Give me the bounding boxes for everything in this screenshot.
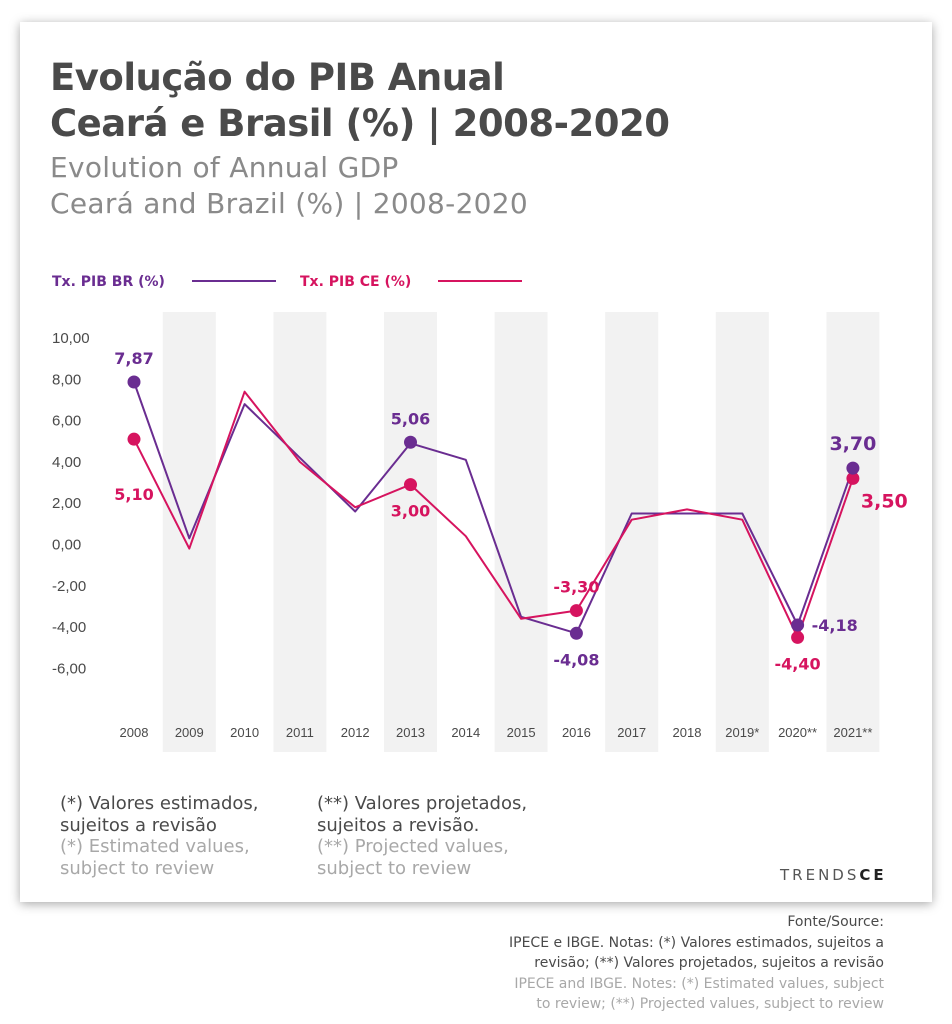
data-label-ce: 5,10 xyxy=(114,485,153,504)
note-projected-pt-1: (**) Valores projetados, xyxy=(317,793,528,814)
note-projected-pt-2: sujeitos a revisão. xyxy=(317,814,480,836)
chart-subtitle-line-2: Ceará and Brazil (%) | 2008-2020 xyxy=(50,187,529,220)
chart-subtitle-line-1: Evolution of Annual GDP xyxy=(50,151,399,184)
x-tick-label: 2015 xyxy=(507,725,536,740)
y-tick-label: -2,00 xyxy=(52,578,86,595)
y-tick-label: -6,00 xyxy=(52,660,86,677)
data-label-br: -4,08 xyxy=(553,650,599,669)
legend-label-ce: Tx. PIB CE (%) xyxy=(300,274,411,290)
x-tick-label: 2020** xyxy=(778,725,817,740)
note-projected-en-2: subject to review xyxy=(317,857,472,879)
series-markers: 7,87 5,06 -4,08 -4,18 3,70 5,10 3,00 -3,30 -4,40… xyxy=(114,349,908,673)
x-tick-label: 2021** xyxy=(833,725,872,740)
chart-title-line-2: Ceará e Brasil (%) | 2008-2020 xyxy=(50,102,670,145)
note-estimated-pt-1: (*) Valores estimados, xyxy=(60,793,259,814)
x-tick-label: 2012 xyxy=(341,725,370,740)
x-tick-label: 2011 xyxy=(286,725,314,740)
source-en-2: to review; (**) Projected values, subjec… xyxy=(536,996,884,1012)
line-chart: 10,00 8,00 6,00 4,00 2,00 0,00 -2,00 -4,00 -6,00… xyxy=(52,274,908,752)
marker-ce xyxy=(569,604,583,618)
x-tick-label: 2010 xyxy=(230,725,259,740)
y-tick-label: 2,00 xyxy=(52,495,81,512)
marker-br xyxy=(404,435,417,449)
column-shade xyxy=(162,312,216,752)
marker-ce xyxy=(404,478,417,492)
data-label-ce: -3,30 xyxy=(553,578,599,597)
source-note: Fonte/Source: IPECE e IBGE. Notas: (*) V… xyxy=(509,912,884,1015)
source-en-1: IPECE and IBGE. Notes: (*) Estimated val… xyxy=(514,975,884,992)
y-tick-label: -4,00 xyxy=(52,619,86,636)
y-tick-label: 10,00 xyxy=(52,330,90,347)
column-shading xyxy=(162,312,880,752)
data-label-ce: 3,50 xyxy=(861,490,908,512)
note-projected-en-1: (**) Projected values, xyxy=(317,836,509,857)
source-pt-1: IPECE e IBGE. Notas: (*) Valores estimad… xyxy=(509,934,884,951)
marker-br xyxy=(127,375,141,389)
marker-ce xyxy=(127,432,141,446)
note-estimated-en-2: subject to review xyxy=(60,857,215,879)
logo-text-ce: CE xyxy=(859,866,887,884)
column-shade xyxy=(273,312,327,752)
note-estimated-pt-2: sujeitos a revisão xyxy=(60,814,217,836)
data-label-br: 3,70 xyxy=(829,433,876,455)
axes: 10,00 8,00 6,00 4,00 2,00 0,00 -2,00 -4,00 -6,00… xyxy=(52,330,872,740)
legend-label-br: Tx. PIB BR (%) xyxy=(52,274,165,290)
data-label-br: -4,18 xyxy=(812,616,858,635)
chart-title: Evolução do PIB Anual Ceará e Brasil (%)… xyxy=(50,55,670,147)
legend: Tx. PIB BR (%) Tx. PIB CE (%) xyxy=(52,274,522,290)
marker-br xyxy=(846,461,860,475)
column-shade xyxy=(494,312,548,752)
source-label: Fonte/Source: xyxy=(787,914,884,930)
marker-ce xyxy=(846,471,860,485)
marker-br xyxy=(569,626,583,640)
y-tick-label: 8,00 xyxy=(52,371,81,388)
x-tick-label: 2013 xyxy=(396,725,425,740)
x-tick-label: 2016 xyxy=(562,725,591,740)
marker-ce xyxy=(791,630,805,644)
chart-subtitle: Evolution of Annual GDP Ceará and Brazil… xyxy=(50,150,528,222)
trendsce-logo: TRENDSCE xyxy=(780,866,887,884)
note-estimated: (*) Valores estimados, sujeitos a revisã… xyxy=(60,793,259,879)
x-tick-label: 2014 xyxy=(451,725,480,740)
data-label-br: 5,06 xyxy=(391,409,430,428)
column-shade xyxy=(605,312,659,752)
chart-title-line-1: Evolução do PIB Anual xyxy=(50,56,505,99)
marker-br xyxy=(791,618,805,632)
series-line-br xyxy=(133,381,854,635)
data-label-br: 7,87 xyxy=(114,349,153,368)
y-tick-label: 0,00 xyxy=(52,537,81,554)
x-tick-label: 2008 xyxy=(120,725,149,740)
data-label-ce: 3,00 xyxy=(391,502,430,521)
y-tick-label: 4,00 xyxy=(52,454,81,471)
column-shade xyxy=(384,312,437,752)
logo-text-trends: TRENDS xyxy=(780,866,860,884)
note-projected: (**) Valores projetados, sujeitos a revi… xyxy=(317,793,527,879)
y-tick-label: 6,00 xyxy=(52,413,81,430)
x-tick-label: 2009 xyxy=(175,725,204,740)
column-shade xyxy=(715,312,769,752)
data-label-ce: -4,40 xyxy=(775,654,821,673)
source-pt-2: revisão; (**) Valores projetados, sujeit… xyxy=(534,955,884,971)
x-tick-label: 2018 xyxy=(673,725,702,740)
series-lines xyxy=(133,381,854,639)
note-estimated-en-1: (*) Estimated values, xyxy=(60,836,250,857)
series-line-ce xyxy=(133,390,854,639)
x-tick-label: 2019* xyxy=(725,725,759,740)
x-tick-label: 2017 xyxy=(617,725,646,740)
